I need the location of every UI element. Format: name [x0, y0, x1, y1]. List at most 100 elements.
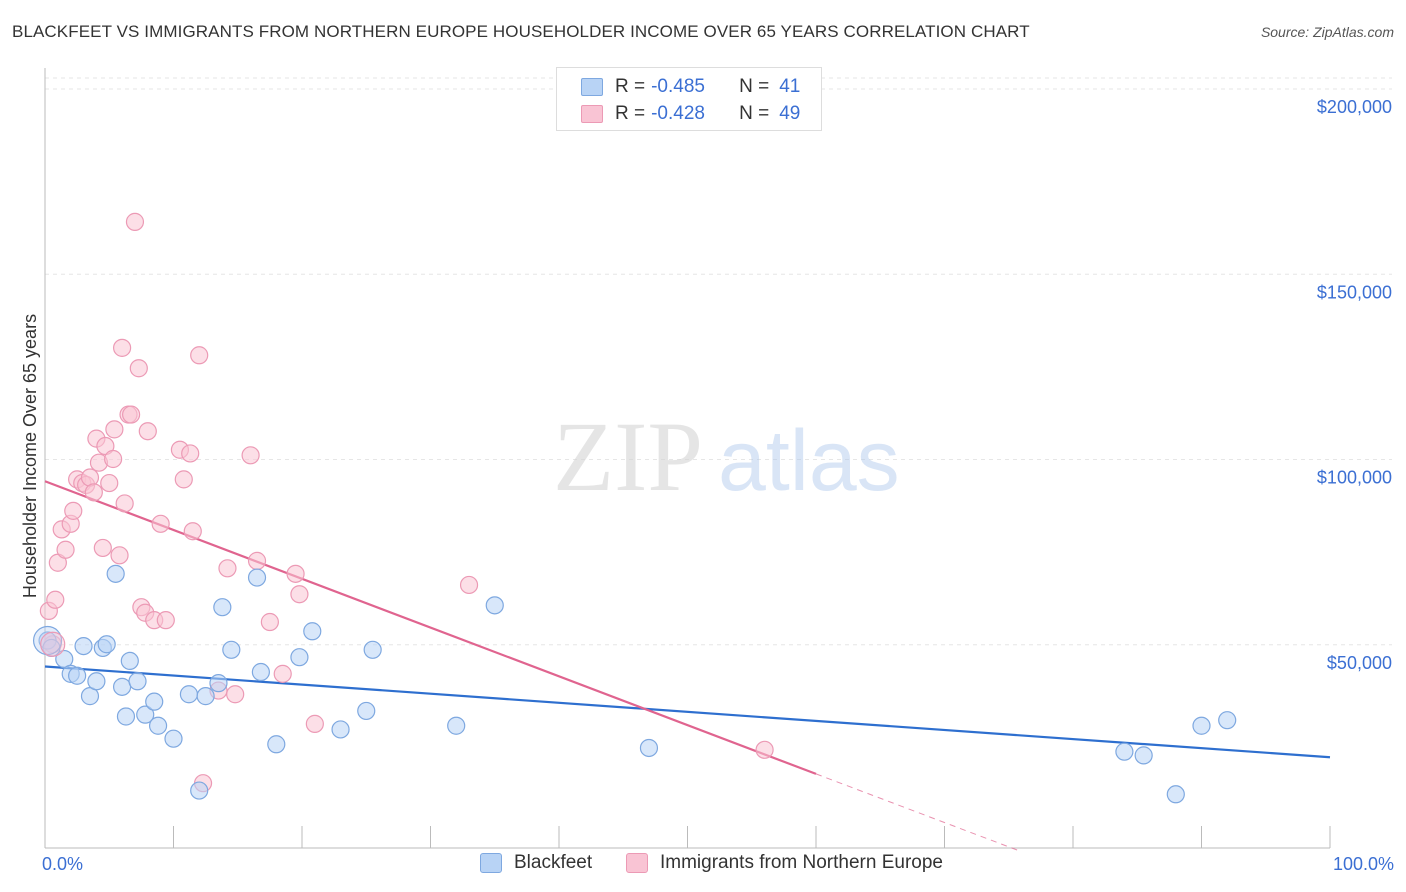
immigrants-point-25	[125, 212, 145, 231]
watermark: ZIP atlas	[553, 401, 900, 512]
r-value-immigrants: -0.428	[651, 103, 705, 124]
immigrants-point-41	[226, 685, 245, 704]
blackfeet-point-12	[116, 707, 136, 726]
blackfeet-point-33	[447, 716, 466, 735]
immigrants-point-2	[46, 590, 65, 609]
blackfeet-point-21	[196, 687, 215, 706]
blackfeet-point-35	[639, 738, 659, 758]
immigrants-point-18	[104, 449, 123, 469]
blackfeet-point-24	[222, 640, 241, 659]
blackfeet-point-25	[247, 568, 267, 587]
source-label: Source: ZipAtlas.com	[1260, 24, 1394, 40]
n-value-immigrants: 49	[779, 103, 801, 124]
legend-label-immigrants: Immigrants from Northern Europe	[660, 852, 943, 873]
legend-row-immigrants: R = -0.428 N = 49	[581, 103, 800, 125]
blackfeet-point-15	[136, 705, 155, 724]
blackfeet-point-4	[68, 666, 87, 685]
immigrants-point-46	[286, 564, 305, 583]
blackfeet-point-5	[74, 636, 93, 656]
blackfeet-point-30	[331, 720, 350, 739]
x-tick-label-0: 0.0%	[42, 854, 83, 874]
immigrants-point-48	[305, 714, 324, 733]
immigrants-point-19	[105, 420, 124, 439]
immigrants-point-7	[64, 501, 83, 520]
immigrants-point-20	[110, 546, 129, 565]
legend-item-immigrants: Immigrants from Northern Europe	[626, 852, 943, 874]
immigrants-point-42	[241, 446, 260, 465]
immigrants-point-21	[112, 338, 132, 357]
blackfeet-point-36	[1115, 742, 1134, 761]
blackfeet-point-16	[145, 692, 164, 711]
legend-label-blackfeet: Blackfeet	[514, 852, 593, 873]
blackfeet-point-29	[303, 622, 322, 641]
immigrants-point-17	[100, 473, 119, 493]
blackfeet-legend-swatch	[480, 853, 502, 873]
immigrants-trend-extension	[815, 773, 1022, 853]
watermark-atlas: atlas	[718, 413, 900, 509]
immigrants-legend-swatch	[626, 853, 648, 873]
blackfeet-point-20	[190, 781, 209, 800]
immigrants-swatch	[581, 105, 603, 123]
blackfeet-point-23	[213, 598, 232, 617]
immigrants-point-35	[181, 444, 200, 463]
immigrants-point-31	[151, 514, 170, 533]
r-label: R =	[615, 103, 646, 124]
chart-title: BLACKFEET VS IMMIGRANTS FROM NORTHERN EU…	[12, 22, 1030, 41]
immigrants-point-15	[93, 538, 112, 558]
gridlines	[45, 77, 1392, 646]
blackfeet-swatch	[581, 78, 603, 96]
blackfeet-point-26	[251, 662, 270, 682]
blackfeet-trend-line	[44, 665, 1331, 759]
immigrants-point-26	[129, 359, 148, 378]
immigrants-point-49	[459, 575, 479, 595]
n-label: N =	[739, 103, 770, 124]
immigrants-point-45	[273, 664, 292, 683]
immigrants-point-44	[260, 612, 279, 632]
immigrants-point-29	[138, 422, 157, 441]
watermark-zip: ZIP	[553, 401, 703, 512]
blackfeet-point-40	[1218, 711, 1237, 730]
immigrants-point-43	[247, 551, 267, 570]
blackfeet-point-39	[1192, 716, 1211, 735]
blackfeet-point-11	[112, 677, 132, 696]
y-axis-label: Householder Income Over 65 years	[20, 314, 40, 598]
blackfeet-point-28	[290, 648, 309, 667]
blackfeet-point-32	[363, 640, 382, 659]
immigrants-point-11	[80, 468, 100, 487]
blackfeet-point-13	[120, 651, 139, 671]
r-value-blackfeet: -0.485	[651, 76, 705, 97]
n-value-blackfeet: 41	[779, 76, 801, 97]
blackfeet-point-17	[148, 716, 168, 735]
immigrants-point-large	[40, 631, 66, 657]
blackfeet-point-19	[179, 685, 199, 704]
blackfeet-point-27	[267, 735, 286, 754]
immigrants-point-5	[56, 540, 75, 559]
blackfeet-point-18	[164, 729, 183, 748]
blackfeet-point-10	[106, 564, 125, 583]
immigrants-point-37	[190, 346, 209, 365]
immigrants-point-24	[121, 405, 141, 424]
blackfeet-point-34	[485, 596, 504, 615]
x-tick-label-100: 100.0%	[1333, 854, 1394, 874]
blackfeet-point-31	[357, 701, 376, 721]
immigrants-trend-line	[44, 480, 817, 775]
immigrants-point-36	[183, 522, 202, 541]
series-legend: Blackfeet Immigrants from Northern Europ…	[0, 852, 1406, 878]
y-tick-label-50000: $50,000	[1327, 653, 1392, 673]
immigrants-point-50	[755, 740, 774, 759]
axes: $50,000 $100,000 $150,000 $200,000 0.0% 100.0…	[42, 68, 1394, 874]
immigrants-point-47	[290, 585, 309, 604]
blackfeet-point-22	[209, 674, 228, 693]
y-tick-label-100000: $100,000	[1317, 468, 1392, 488]
immigrants-point-40	[218, 559, 237, 578]
legend-row-blackfeet: R = -0.485 N = 41	[581, 76, 800, 98]
immigrants-point-32	[156, 611, 175, 630]
blackfeet-point-14	[128, 672, 147, 691]
immigrants-point-22	[115, 494, 134, 513]
legend-item-blackfeet: Blackfeet	[480, 852, 592, 874]
r-label: R =	[615, 76, 646, 97]
immigrants-point-34	[174, 470, 193, 489]
stats-legend: R = -0.485 N = 41 R = -0.428 N = 49	[556, 67, 822, 131]
n-label: N =	[739, 76, 770, 97]
